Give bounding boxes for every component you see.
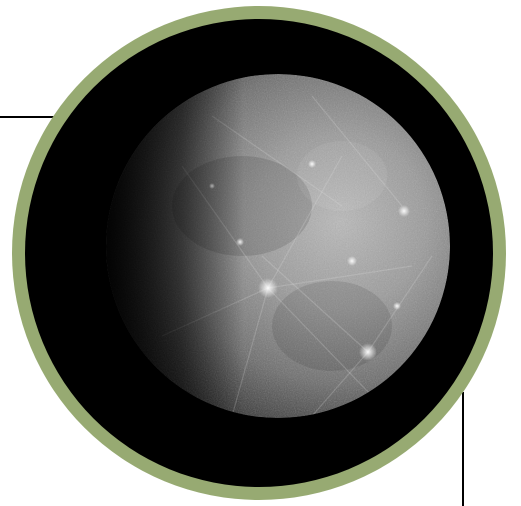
callout-line-left: [0, 116, 56, 118]
planet-disc: [12, 6, 506, 500]
planet-illustration: [12, 6, 506, 500]
callout-line-right: [462, 392, 464, 506]
planet-surface: [106, 74, 450, 418]
